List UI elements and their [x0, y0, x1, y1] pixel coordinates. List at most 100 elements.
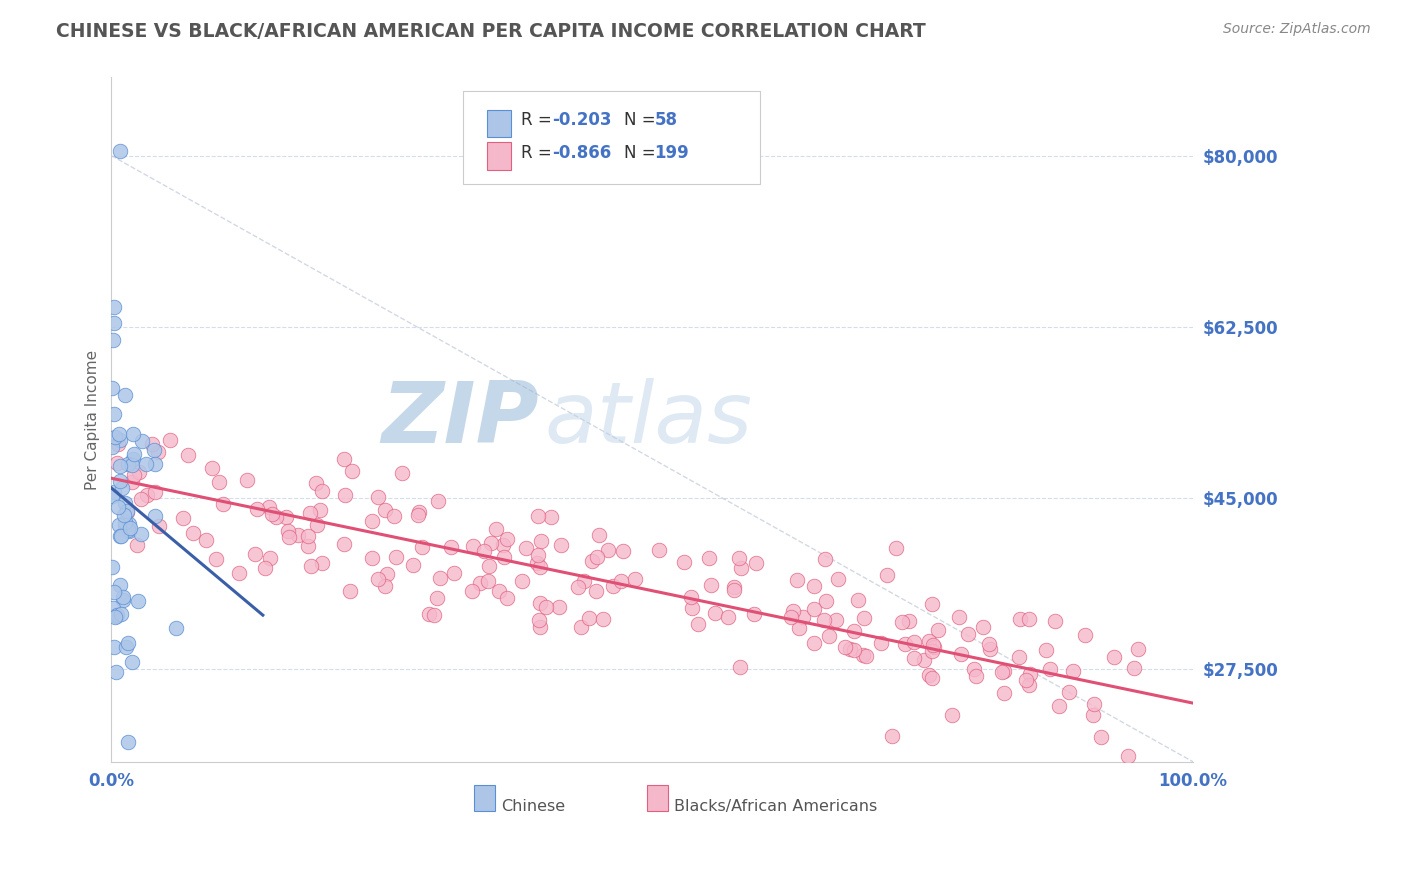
Point: [367, 490, 389, 504]
Point: [572, 574, 595, 589]
Text: R =: R =: [522, 144, 557, 161]
Point: [534, 599, 557, 614]
Point: [402, 558, 425, 572]
Point: [122, 446, 145, 460]
Point: [121, 458, 143, 472]
Point: [103, 640, 125, 654]
Point: [121, 656, 143, 670]
Text: Blacks/African Americans: Blacks/African Americans: [673, 799, 877, 814]
Point: [1018, 678, 1040, 692]
Point: [1018, 612, 1040, 626]
Point: [177, 448, 200, 462]
Point: [375, 566, 398, 581]
Point: [143, 509, 166, 524]
Point: [117, 503, 139, 517]
Point: [228, 566, 250, 580]
Point: [610, 574, 633, 588]
Point: [108, 144, 131, 158]
Point: [897, 614, 920, 628]
Point: [360, 514, 382, 528]
Point: [429, 571, 451, 585]
Point: [1043, 614, 1066, 628]
Point: [510, 574, 533, 588]
Point: [115, 505, 138, 519]
Y-axis label: Per Capita Income: Per Capita Income: [86, 350, 100, 490]
Point: [585, 584, 607, 599]
Point: [529, 560, 551, 574]
Point: [122, 427, 145, 442]
Point: [672, 555, 695, 569]
Point: [530, 533, 553, 548]
FancyBboxPatch shape: [463, 91, 761, 184]
Point: [129, 526, 152, 541]
Point: [488, 584, 510, 599]
Point: [921, 643, 943, 657]
Point: [201, 461, 224, 475]
Point: [529, 620, 551, 634]
Point: [730, 660, 752, 674]
Point: [361, 551, 384, 566]
Text: Source: ZipAtlas.com: Source: ZipAtlas.com: [1223, 22, 1371, 37]
Point: [993, 664, 1015, 678]
Point: [117, 735, 139, 749]
Point: [259, 551, 281, 566]
Point: [723, 580, 745, 594]
Point: [108, 518, 131, 533]
FancyBboxPatch shape: [647, 785, 668, 811]
Point: [922, 640, 945, 654]
Point: [922, 639, 945, 653]
Point: [391, 466, 413, 480]
Point: [142, 442, 165, 457]
Point: [492, 550, 515, 565]
Point: [814, 551, 837, 566]
Point: [135, 458, 157, 472]
Point: [104, 610, 127, 624]
Point: [246, 502, 269, 516]
Point: [253, 561, 276, 575]
Point: [143, 484, 166, 499]
Point: [979, 641, 1001, 656]
Point: [141, 437, 163, 451]
Point: [257, 500, 280, 514]
Point: [679, 591, 702, 605]
Point: [148, 519, 170, 533]
Point: [569, 620, 592, 634]
Point: [1102, 650, 1125, 665]
Point: [472, 544, 495, 558]
Point: [728, 551, 751, 566]
Point: [977, 637, 1000, 651]
Point: [903, 650, 925, 665]
Point: [110, 475, 132, 489]
Point: [789, 621, 811, 635]
Point: [884, 541, 907, 555]
Point: [470, 576, 492, 591]
Point: [700, 578, 723, 592]
Point: [408, 505, 430, 519]
Point: [1008, 650, 1031, 665]
Point: [927, 623, 949, 637]
Point: [311, 556, 333, 570]
Point: [108, 426, 131, 441]
Text: -0.866: -0.866: [551, 144, 610, 161]
Point: [730, 561, 752, 575]
Point: [105, 665, 128, 680]
Point: [529, 597, 551, 611]
Point: [112, 590, 135, 604]
Point: [965, 669, 987, 683]
Text: ZIP: ZIP: [381, 378, 538, 461]
Point: [903, 635, 925, 649]
Point: [208, 475, 231, 489]
Point: [406, 508, 429, 523]
Point: [818, 629, 841, 643]
Point: [602, 579, 624, 593]
Point: [526, 556, 548, 570]
Point: [1062, 664, 1084, 678]
Point: [697, 550, 720, 565]
Point: [1015, 673, 1038, 688]
Point: [136, 488, 159, 502]
Point: [165, 621, 187, 635]
Point: [592, 612, 614, 626]
Point: [108, 529, 131, 543]
Point: [172, 510, 194, 524]
Point: [581, 554, 603, 568]
